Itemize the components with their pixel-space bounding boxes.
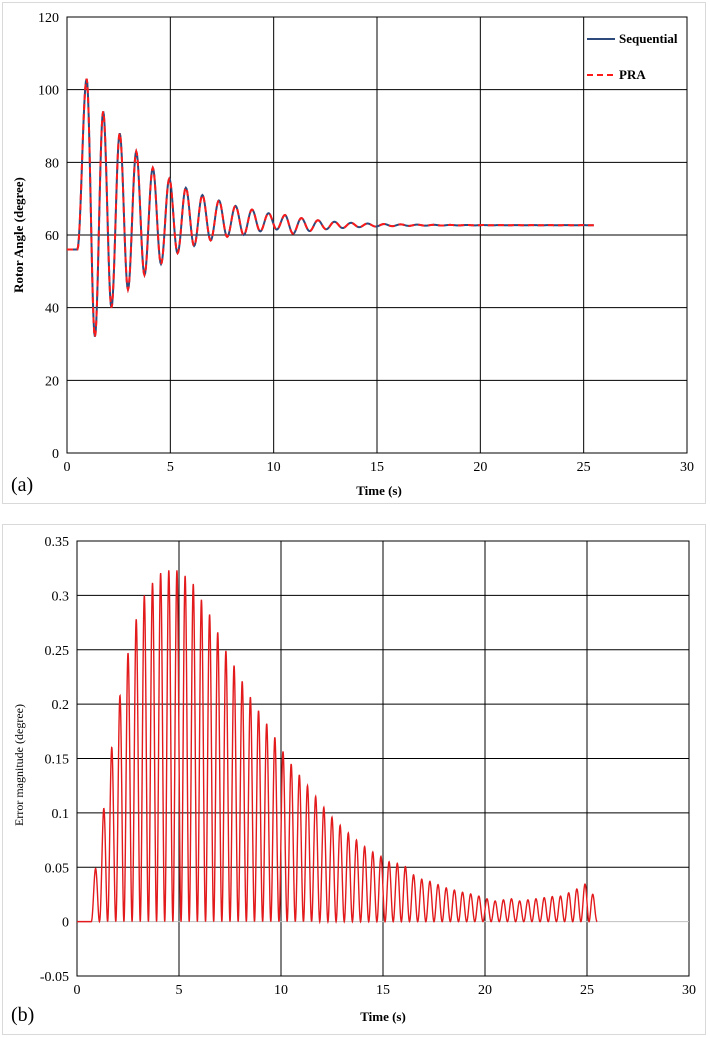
legend-label-sequential: Sequential: [619, 31, 678, 46]
rotor-angle-chart: 0 5 10 15 20 25 30 0 20 40 60 80 100 120 Rotor Angle …: [11, 11, 694, 498]
x-tick-label: 5: [167, 460, 174, 475]
y-tick-label: 100: [38, 84, 59, 99]
x-tick-label: 20: [478, 983, 492, 998]
y-tick-label: 60: [45, 229, 59, 244]
y-tick-label: 20: [45, 374, 59, 389]
x-axis-title: Time (s): [356, 483, 402, 498]
legend-label-pra: PRA: [619, 67, 646, 82]
x-tick-label: 20: [473, 460, 487, 475]
y-tick-label: 0.25: [45, 644, 70, 659]
x-tick-label: 10: [274, 983, 288, 998]
x-tick-label: 30: [682, 983, 696, 998]
panel-label-a: (a): [11, 474, 33, 496]
x-tick-label: 0: [64, 460, 71, 475]
error-magnitude-chart: 0 5 10 15 20 25 30 -0.05 0 0.05 0.1 0.15 0.2 0.25 0.3 0…: [11, 535, 696, 1026]
y-tick-label: 0.2: [52, 698, 70, 713]
y-tick-label: 0.15: [45, 753, 70, 768]
series-group: [77, 570, 598, 925]
y-tick-label: 0.1: [52, 807, 70, 822]
y-tick-label: 120: [38, 11, 59, 26]
series-line-pra: [67, 78, 594, 337]
x-tick-label: 15: [370, 460, 384, 475]
y-tick-label: 80: [45, 156, 59, 171]
x-tick-label: 25: [580, 983, 594, 998]
tick-labels: 0 5 10 15 20 25 30 -0.05 0 0.05 0.1 0.15 0.2 0.25 0.3 0…: [40, 535, 696, 998]
tick-labels: 0 5 10 15 20 25 30 0 20 40 60 80 100 120: [38, 11, 694, 475]
x-tick-label: 10: [267, 460, 281, 475]
y-axis-title: Rotor Angle (degree): [11, 177, 26, 293]
series-line-sequential: [67, 78, 594, 337]
y-axis-title: Error magnitude (degree): [12, 704, 26, 826]
grid: [66, 16, 688, 454]
error-magnitude-chart-panel: 0 5 10 15 20 25 30 -0.05 0 0.05 0.1 0.15 0.2 0.25 0.3 0…: [2, 524, 706, 1035]
x-tick-label: 15: [376, 983, 390, 998]
y-tick-label: 0.35: [45, 535, 70, 550]
legend: Sequential PRA: [587, 31, 678, 82]
rotor-angle-chart-panel: 0 5 10 15 20 25 30 0 20 40 60 80 100 120 Rotor Angle …: [2, 2, 706, 504]
y-tick-label: 40: [45, 302, 59, 317]
panel-label-b: (b): [11, 1004, 34, 1026]
y-tick-label: 0.3: [52, 589, 70, 604]
x-tick-label: 30: [680, 460, 694, 475]
y-tick-label: 0.05: [45, 861, 70, 876]
x-tick-label: 25: [577, 460, 591, 475]
y-tick-label: 0: [62, 916, 69, 931]
series-line-error: [77, 570, 598, 925]
x-axis-title: Time (s): [360, 1009, 406, 1024]
series-group: [67, 78, 594, 337]
y-tick-label: 0: [52, 447, 59, 462]
x-tick-label: 5: [176, 983, 183, 998]
y-tick-label: -0.05: [40, 970, 69, 985]
x-tick-label: 0: [74, 983, 81, 998]
grid: [76, 540, 690, 977]
